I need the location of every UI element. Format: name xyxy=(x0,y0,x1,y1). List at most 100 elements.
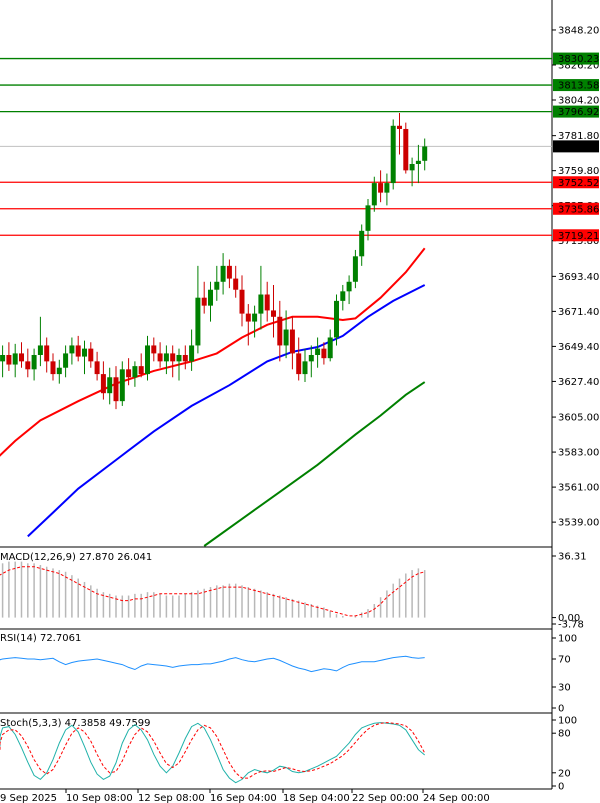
candle-body xyxy=(208,289,213,306)
stoch-tick-label: 100 xyxy=(558,716,577,727)
moving-average-line xyxy=(0,247,426,457)
candle-body xyxy=(252,313,258,322)
price-tick-label: 3539.00 xyxy=(558,518,599,529)
candle-body xyxy=(44,345,50,362)
candle-body xyxy=(126,369,132,378)
stoch-title: Stoch(5,3,3) 47.3858 49.7599 xyxy=(0,718,151,729)
candle-body xyxy=(365,205,371,231)
price-level-label: 3719.21 xyxy=(558,231,599,242)
price-tick-label: 3561.00 xyxy=(558,483,599,494)
candle-body xyxy=(346,281,352,292)
candle-body xyxy=(397,125,402,129)
price-tick-label: 3693.40 xyxy=(558,272,599,283)
candle-body xyxy=(384,183,390,193)
rsi-tick-label: 100 xyxy=(558,634,577,645)
price-level-tag xyxy=(553,105,599,118)
candle-body xyxy=(296,353,302,375)
price-tick-label: 3781.80 xyxy=(558,131,599,142)
price-level-tag xyxy=(553,229,599,242)
candle-body xyxy=(220,265,226,282)
rsi-line xyxy=(0,655,425,673)
candle-body xyxy=(340,291,346,301)
candle-body xyxy=(151,345,157,354)
candle-body xyxy=(163,353,169,362)
rsi-title: RSI(14) 72.7061 xyxy=(0,633,81,644)
price-level-label: 3796.92 xyxy=(558,107,599,118)
candle-body xyxy=(409,163,415,171)
candle-body xyxy=(25,361,31,370)
price-tick-label: 3804.20 xyxy=(558,96,599,107)
candle-body xyxy=(63,353,69,368)
stoch-tick-label: 80 xyxy=(558,729,571,740)
candle-body xyxy=(50,361,56,375)
price-tick-label: 3583.00 xyxy=(558,448,599,459)
stoch-tick-label: 0 xyxy=(558,782,564,793)
candle-body xyxy=(201,297,207,306)
price-level-label: 3830.23 xyxy=(558,54,599,65)
candle-body xyxy=(189,345,195,362)
price-tick-label: 3826.20 xyxy=(558,60,599,71)
price-tick-label: 3759.80 xyxy=(558,166,599,177)
current-price-label: 3775.07 xyxy=(558,142,599,153)
candle-body xyxy=(69,345,75,354)
candle-body xyxy=(214,281,220,290)
candle-body xyxy=(239,289,245,314)
candle-body xyxy=(321,348,327,359)
candle-body xyxy=(327,337,333,359)
price-level-label: 3813.58 xyxy=(558,81,599,92)
candle-body xyxy=(422,146,428,161)
candle-body xyxy=(371,183,377,206)
time-tick-label: 9 Sep 2025 xyxy=(0,793,57,803)
candle-body xyxy=(88,348,94,362)
candle-body xyxy=(315,348,321,355)
candle-body xyxy=(289,329,295,354)
moving-average-line xyxy=(203,381,426,547)
candle-body xyxy=(56,367,62,375)
candle-body xyxy=(195,297,201,346)
price-level-tag xyxy=(553,79,599,92)
candle-body xyxy=(119,369,125,402)
candle-body xyxy=(75,345,81,357)
macd-title: MACD(12,26,9) 27.870 26.041 xyxy=(0,552,152,563)
time-tick-label: 24 Sep 00:00 xyxy=(423,793,490,803)
price-tick-label: 3671.40 xyxy=(558,307,599,318)
candle-body xyxy=(94,361,100,375)
price-tick-label: 3848.20 xyxy=(558,25,599,36)
candle-body xyxy=(271,310,276,317)
candle-body xyxy=(138,366,144,375)
price-tick-label: 3627.40 xyxy=(558,377,599,388)
macd-tick-label: -3.78 xyxy=(558,620,584,631)
candle-body xyxy=(31,354,37,370)
rsi-tick-label: 30 xyxy=(558,683,571,694)
price-level-label: 3752.52 xyxy=(558,178,599,189)
candle-body xyxy=(283,329,289,346)
candle-body xyxy=(113,377,119,402)
candle-body xyxy=(352,256,358,282)
candle-body xyxy=(107,377,113,394)
macd-signal-line xyxy=(0,566,425,617)
candle-body xyxy=(334,300,339,338)
candle-body xyxy=(302,361,308,375)
price-tick-label: 3715.80 xyxy=(558,236,599,247)
candle-body xyxy=(100,374,106,394)
candle-body xyxy=(157,353,163,362)
macd-tick-label: 36.31 xyxy=(558,552,587,563)
candle-body xyxy=(359,230,365,257)
candle-body xyxy=(264,294,270,311)
candle-body xyxy=(37,345,43,355)
candle-body xyxy=(12,353,18,365)
candle-body xyxy=(308,354,314,362)
candle-body xyxy=(132,366,138,378)
rsi-tick-label: 70 xyxy=(558,655,571,666)
candle-body xyxy=(233,278,239,290)
time-tick-label: 10 Sep 08:00 xyxy=(66,793,133,803)
candle-body xyxy=(415,160,421,164)
price-tick-label: 3649.40 xyxy=(558,342,599,353)
price-level-tag xyxy=(553,176,599,189)
time-tick-label: 22 Sep 00:00 xyxy=(352,793,419,803)
time-tick-label: 12 Sep 08:00 xyxy=(138,793,205,803)
stoch-d-line xyxy=(0,722,426,779)
candle-body xyxy=(170,353,176,362)
candle-body xyxy=(145,345,150,375)
